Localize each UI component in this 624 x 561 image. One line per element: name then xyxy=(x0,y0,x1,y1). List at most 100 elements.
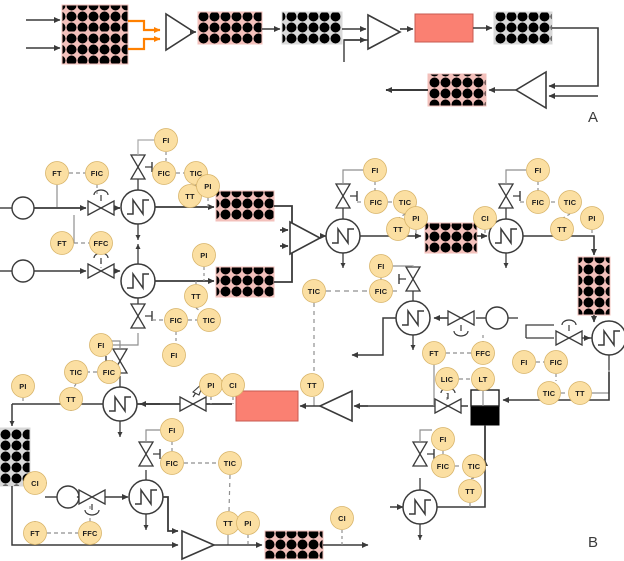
instrument-bubble-fi[interactable]: FI xyxy=(160,418,184,442)
instrument-bubble-pi[interactable]: PI xyxy=(236,511,260,535)
control-valve-steam5 xyxy=(398,266,422,292)
instrument-bubble-pi[interactable]: PI xyxy=(196,174,220,198)
instrument-bubble-ci[interactable]: CI xyxy=(221,373,245,397)
instrument-bubble-tt[interactable]: TT xyxy=(184,284,208,308)
reactor-block-1 xyxy=(197,11,263,45)
instrument-bubble-ffc[interactable]: FFC xyxy=(89,231,113,255)
panel-b-label: B xyxy=(588,534,598,551)
instrument-bubble-fic[interactable]: FIC xyxy=(164,308,188,332)
instrument-bubble-ft[interactable]: FT xyxy=(23,521,47,545)
instrument-bubble-lt[interactable]: LT xyxy=(471,367,495,391)
bubble-circle xyxy=(23,521,47,545)
instrument-bubble-ft[interactable]: FT xyxy=(45,161,69,185)
instrument-bubble-fic[interactable]: FIC xyxy=(85,161,109,185)
instrument-bubble-fi[interactable]: FI xyxy=(369,254,393,278)
bubble-label: FI xyxy=(98,341,105,350)
instrument-bubble-ffc[interactable]: FFC xyxy=(78,521,102,545)
instrument-bubble-fic[interactable]: FIC xyxy=(97,360,121,384)
bubble-label: PI xyxy=(412,214,419,223)
instrument-bubble-fic[interactable]: FIC xyxy=(364,190,388,214)
instrument-bubble-fic[interactable]: FIC xyxy=(544,350,568,374)
instrument-bubble-fi[interactable]: FI xyxy=(363,158,387,182)
instrument-bubble-fic[interactable]: FIC xyxy=(526,190,550,214)
bubble-circle xyxy=(537,381,561,405)
bubble-circle xyxy=(458,479,482,503)
pump-feed-2 xyxy=(11,259,35,283)
instrument-bubble-fic[interactable]: FIC xyxy=(431,454,455,478)
flash-vessel xyxy=(235,390,299,422)
instrument-bubble-fic[interactable]: FIC xyxy=(369,279,393,303)
bubble-label: TT xyxy=(223,519,233,528)
side-inlet-stub-a xyxy=(343,39,368,62)
instrument-bubble-pi[interactable]: PI xyxy=(11,374,35,398)
instrument-bubble-fi[interactable]: FI xyxy=(526,158,550,182)
instrument-bubble-ffc[interactable]: FFC xyxy=(471,341,495,365)
instrument-bubble-ci[interactable]: CI xyxy=(23,471,47,495)
bubble-circle xyxy=(544,350,568,374)
bubble-label: PI xyxy=(207,381,214,390)
bubble-label: TIC xyxy=(399,198,412,207)
instrument-bubble-fic[interactable]: FIC xyxy=(152,161,176,185)
bubble-label: FT xyxy=(30,529,40,538)
instrument-bubble-fi[interactable]: FI xyxy=(512,350,536,374)
bubble-circle xyxy=(386,217,410,241)
instrument-bubble-fi[interactable]: FI xyxy=(89,333,113,357)
hx-1 xyxy=(120,178,156,240)
bubble-label: FI xyxy=(169,426,176,435)
bubble-label: FI xyxy=(521,358,528,367)
instrument-bubble-tt[interactable]: TT xyxy=(458,479,482,503)
bubble-label: FIC xyxy=(532,198,545,207)
compressor-b3 xyxy=(181,529,216,561)
bubble-label: PI xyxy=(200,251,207,260)
bubble-label: LT xyxy=(479,375,488,384)
instrument-bubble-ft[interactable]: FT xyxy=(50,231,74,255)
bubble-circle xyxy=(330,506,354,530)
instrument-bubble-ci[interactable]: CI xyxy=(473,206,497,230)
instrument-bubble-tic[interactable]: TIC xyxy=(197,308,221,332)
bubble-label: TT xyxy=(66,395,76,404)
product-block-2 xyxy=(427,73,487,107)
line-r2-out xyxy=(274,246,293,283)
instrument-bubble-tt[interactable]: TT xyxy=(178,184,202,208)
bubble-circle xyxy=(197,308,221,332)
instrument-bubble-pi[interactable]: PI xyxy=(192,243,216,267)
bubble-circle xyxy=(364,190,388,214)
instrument-bubble-tic[interactable]: TIC xyxy=(537,381,561,405)
instrument-bubble-fi[interactable]: FI xyxy=(154,128,178,152)
control-valve-steam2 xyxy=(129,303,153,329)
instrument-bubble-fi[interactable]: FI xyxy=(162,343,186,367)
compressor-inlet xyxy=(165,12,196,52)
instrument-bubble-lic[interactable]: LIC xyxy=(435,367,459,391)
reactor-r4 xyxy=(577,256,611,316)
control-valve-flash-out xyxy=(179,381,207,413)
instrument-bubble-tt[interactable]: TT xyxy=(300,373,324,397)
instrument-bubble-tic[interactable]: TIC xyxy=(462,454,486,478)
instrument-bubble-pi[interactable]: PI xyxy=(199,373,223,397)
instrument-bubble-tt[interactable]: TT xyxy=(550,217,574,241)
bubble-circle xyxy=(369,279,393,303)
instrument-bubble-tic[interactable]: TIC xyxy=(302,279,326,303)
instrument-bubble-pi[interactable]: PI xyxy=(580,206,604,230)
instrument-bubble-fi[interactable]: FI xyxy=(431,427,455,451)
bubble-circle xyxy=(302,279,326,303)
instrument-bubble-ci[interactable]: CI xyxy=(330,506,354,530)
bubble-label: FI xyxy=(378,262,385,271)
line-hx9-drum xyxy=(437,459,488,508)
bubble-label: PI xyxy=(204,182,211,191)
bubble-circle xyxy=(221,373,245,397)
instrument-bubble-tt[interactable]: TT xyxy=(216,511,240,535)
instrument-bubble-tt[interactable]: TT xyxy=(568,381,592,405)
instrument-bubble-tic[interactable]: TIC xyxy=(558,190,582,214)
bubble-circle xyxy=(236,511,260,535)
instrument-bubble-tt[interactable]: TT xyxy=(386,217,410,241)
bubble-circle xyxy=(184,284,208,308)
reactor-r5 xyxy=(0,427,31,487)
instrument-bubble-tic[interactable]: TIC xyxy=(64,360,88,384)
instrument-bubble-fic[interactable]: FIC xyxy=(160,451,184,475)
instrument-bubble-ft[interactable]: FT xyxy=(422,341,446,365)
instrument-bubble-tic[interactable]: TIC xyxy=(218,451,242,475)
compressor-recycle xyxy=(514,70,547,110)
instrument-bubble-tt[interactable]: TT xyxy=(59,387,83,411)
instrument-bubble-pi[interactable]: PI xyxy=(404,206,428,230)
